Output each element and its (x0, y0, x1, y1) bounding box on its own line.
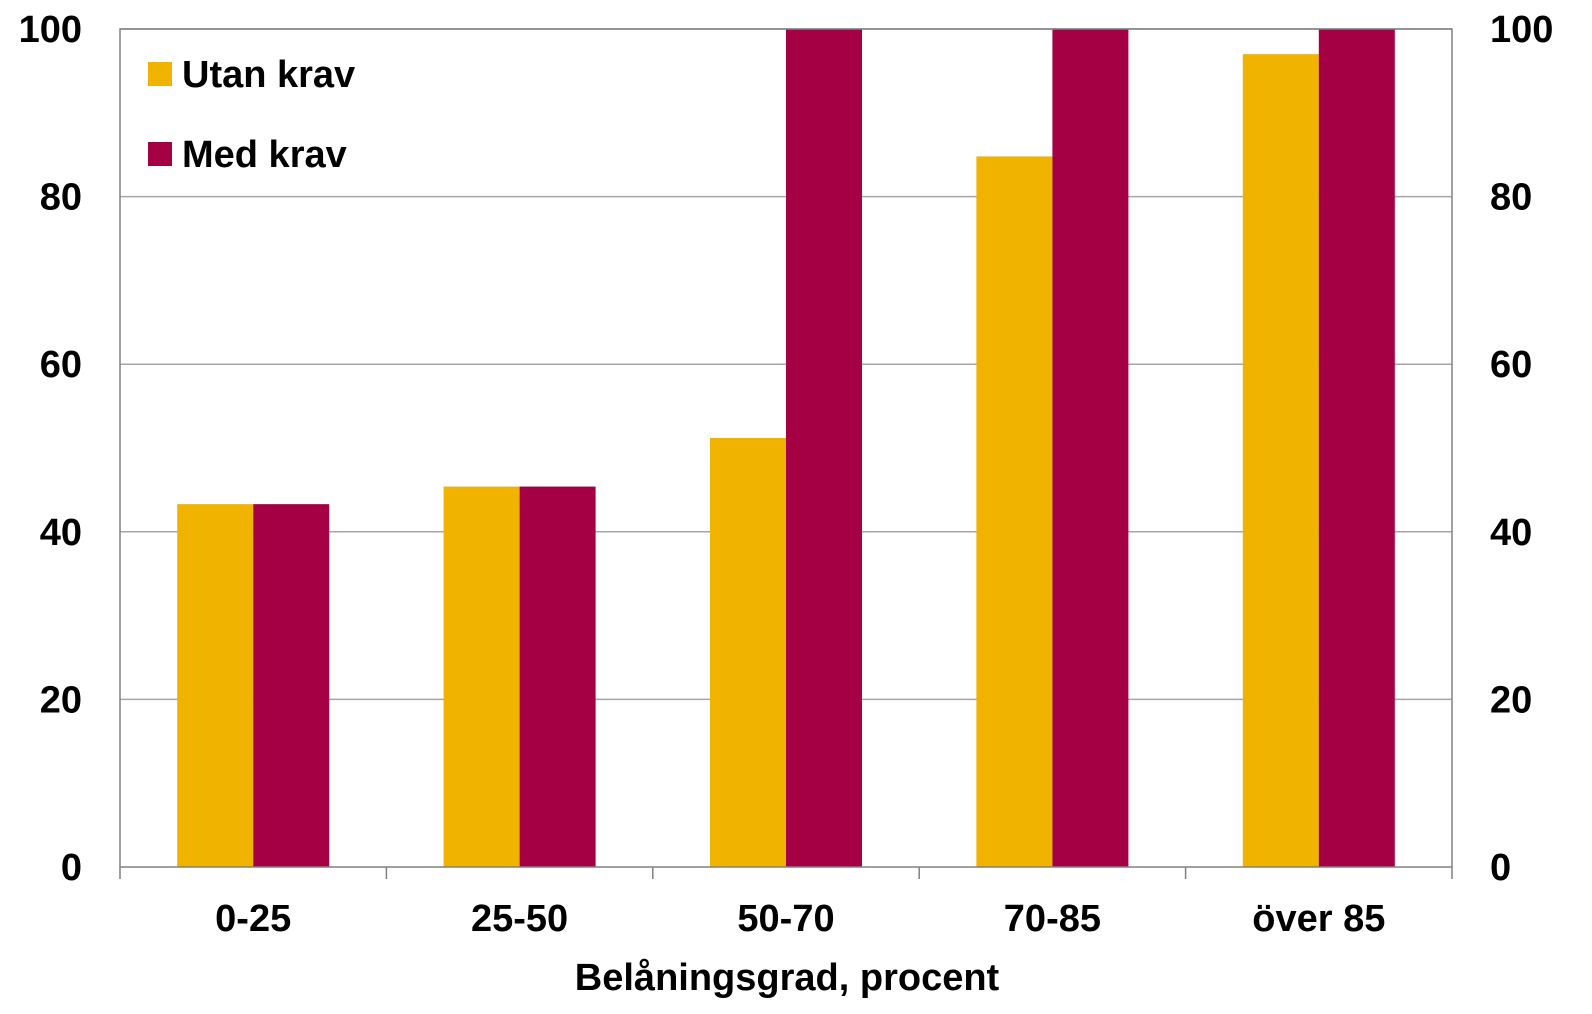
y-tick-label-left: 20 (40, 679, 82, 721)
x-tick-label: 25-50 (471, 898, 568, 940)
x-tick-label: 50-70 (737, 898, 834, 940)
y-tick-label-left: 100 (19, 9, 82, 51)
bars (177, 29, 1395, 868)
x-tick-label: 70-85 (1004, 898, 1101, 940)
bar-utan-krav (443, 486, 520, 867)
plot-frame (119, 28, 1453, 879)
y-axis-right-ticks: 0 20 40 60 80 100 (1490, 9, 1553, 889)
y-tick-label-right: 20 (1490, 679, 1532, 721)
bar-med-krav (519, 486, 596, 867)
plot-border (119, 28, 1453, 868)
x-axis-ticks: 0-25 25-50 50-70 70-85 över 85 (215, 898, 1385, 940)
legend: Utan krav Med krav (148, 54, 355, 176)
y-tick-label-left: 40 (40, 512, 82, 554)
y-axis-left-ticks: 0 20 40 60 80 100 (19, 9, 82, 889)
x-axis-title: Belåningsgrad, procent (575, 957, 1000, 999)
y-tick-label-right: 40 (1490, 512, 1532, 554)
legend-swatch (148, 142, 172, 166)
legend-label: Med krav (182, 134, 347, 176)
legend-swatch (148, 62, 172, 86)
bar-utan-krav (177, 504, 254, 867)
x-tick-label: 0-25 (215, 898, 291, 940)
bar-utan-krav (976, 156, 1053, 868)
y-tick-label-right: 80 (1490, 177, 1532, 219)
y-tick-label-left: 60 (40, 344, 82, 386)
bar-utan-krav (1242, 54, 1319, 867)
bar-med-krav (253, 504, 330, 867)
legend-label: Utan krav (182, 54, 355, 96)
bar-med-krav (1052, 29, 1129, 867)
y-tick-label-left: 0 (61, 847, 82, 889)
y-tick-label-right: 100 (1490, 9, 1553, 51)
bar-med-krav (786, 29, 862, 867)
x-tick-label: över 85 (1252, 898, 1385, 940)
y-tick-label-left: 80 (40, 177, 82, 219)
y-tick-label-right: 60 (1490, 344, 1532, 386)
y-tick-label-right: 0 (1490, 847, 1511, 889)
bar-med-krav (1318, 29, 1395, 867)
bar-utan-krav (710, 437, 786, 867)
